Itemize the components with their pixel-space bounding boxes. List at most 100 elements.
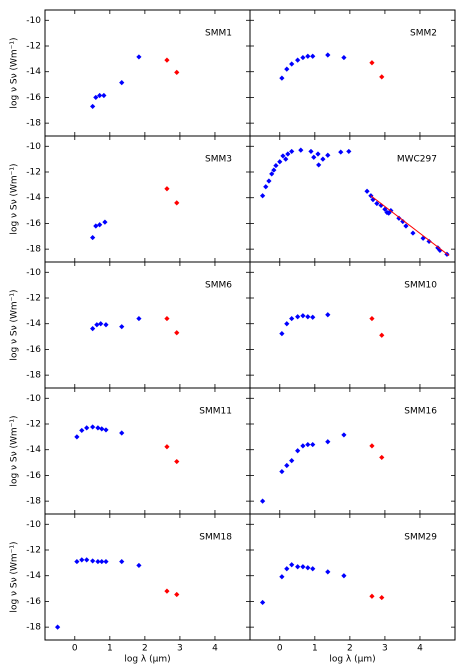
data-point [403, 223, 409, 229]
data-point [90, 103, 96, 110]
data-point [379, 454, 385, 461]
data-point [269, 171, 275, 177]
point-group [369, 315, 385, 338]
x-axis-label: log λ (μm) [329, 655, 375, 665]
data-point [379, 594, 385, 601]
point-group [164, 315, 180, 336]
data-point [283, 156, 289, 162]
data-point [279, 468, 285, 475]
data-point [295, 314, 301, 320]
data-point [119, 558, 125, 565]
y-tick-label: -18 [26, 371, 41, 381]
data-point [311, 154, 317, 160]
data-point [289, 458, 295, 464]
y-tick-label: -18 [26, 497, 41, 507]
panel-name: SMM18 [199, 533, 232, 543]
data-point [164, 444, 170, 450]
panel-name: SMM2 [410, 29, 437, 39]
data-point [174, 69, 180, 75]
data-point [310, 441, 316, 448]
data-point [90, 424, 96, 430]
data-point [84, 425, 90, 431]
y-tick-label: -10 [26, 520, 41, 530]
data-point [93, 223, 99, 229]
data-point [369, 60, 375, 66]
data-point [164, 315, 170, 322]
data-point [295, 564, 301, 570]
point-group [90, 54, 142, 110]
data-point [284, 462, 290, 469]
data-point [284, 321, 290, 327]
data-point [369, 593, 375, 599]
data-point [285, 151, 291, 157]
data-point [174, 330, 180, 336]
data-point [74, 434, 80, 440]
y-tick-label: -16 [26, 597, 41, 607]
data-point [341, 432, 347, 438]
y-tick-label: -12 [26, 420, 41, 430]
data-point [420, 235, 426, 241]
data-point [346, 148, 352, 155]
panel-name: SMM16 [404, 407, 437, 417]
data-point [325, 569, 331, 575]
y-tick-label: -14 [26, 571, 41, 581]
point-group [369, 593, 385, 601]
y-tick-label: -14 [26, 319, 41, 329]
y-tick-label: -18 [26, 119, 41, 129]
data-point [298, 147, 304, 153]
data-point [280, 153, 286, 159]
data-point [279, 331, 285, 337]
y-axis-label: log ν Sν (Wm⁻¹) [10, 289, 20, 360]
data-point [382, 206, 388, 212]
data-point [164, 588, 170, 594]
data-point [396, 215, 402, 221]
point-group [90, 315, 142, 332]
y-axis-label: log ν Sν (Wm⁻¹) [10, 37, 20, 108]
y-tick-label: -18 [26, 245, 41, 255]
data-point [119, 324, 125, 330]
data-point [300, 564, 306, 570]
y-tick-label: -12 [26, 294, 41, 304]
point-group [74, 424, 125, 440]
data-point [279, 574, 285, 580]
panel-name: SMM29 [404, 533, 437, 543]
data-point [289, 61, 295, 67]
x-tick-label: 2 [142, 644, 148, 654]
data-point [341, 54, 347, 61]
y-tick-label: -18 [26, 623, 41, 633]
data-point [295, 57, 301, 63]
data-point [95, 425, 101, 431]
data-point [305, 314, 311, 320]
data-point [266, 178, 272, 184]
data-point [437, 247, 443, 254]
x-tick-label: 3 [177, 644, 183, 654]
point-group [55, 557, 142, 630]
fit-line [370, 195, 450, 256]
data-point [174, 200, 180, 206]
x-tick-label: 3 [382, 644, 388, 654]
data-point [289, 148, 295, 155]
point-group [90, 219, 108, 241]
x-tick-label: 4 [212, 644, 218, 654]
data-point [164, 57, 170, 63]
data-point [79, 557, 85, 563]
data-point [97, 92, 103, 99]
data-point [295, 448, 301, 454]
y-axis-label: log ν Sν (Wm⁻¹) [10, 163, 20, 234]
data-point [90, 326, 96, 332]
data-point [320, 156, 326, 162]
x-axis-label: log λ (μm) [124, 655, 170, 665]
point-group [369, 60, 385, 80]
y-tick-label: -12 [26, 168, 41, 178]
data-point [260, 193, 266, 199]
data-point [289, 562, 295, 568]
data-point [300, 54, 306, 61]
data-point [79, 427, 85, 434]
data-point [164, 186, 170, 192]
data-point [260, 599, 266, 606]
data-point [368, 193, 374, 199]
data-point [90, 558, 96, 564]
data-point [263, 184, 269, 190]
data-point [97, 222, 103, 228]
x-tick-label: 4 [417, 644, 423, 654]
